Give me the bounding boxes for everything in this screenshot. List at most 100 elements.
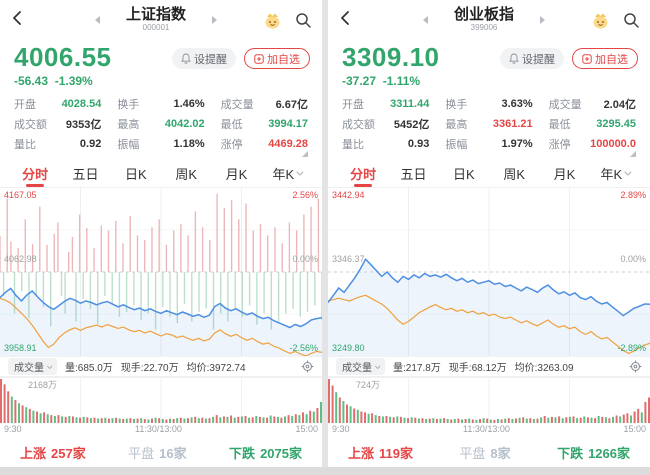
set-alert-button[interactable]: 设提醒 <box>500 48 564 69</box>
volume-max-label: 2168万 <box>28 380 58 390</box>
market-breadth: 上涨 119家 平盘 8家 下跌 1266家 <box>328 437 650 467</box>
price-bar: 3309.10 -37.27 -1.11% 设提醒 加自选 <box>328 40 650 90</box>
chart-pct-high-label: 2.89% <box>620 190 646 200</box>
period-tabs: 分时 五日 日K 周K 月K 年K <box>0 160 322 188</box>
volume-total: 量:685.0万 <box>65 363 113 374</box>
period-tabs: 分时 五日 日K 周K 月K 年K <box>328 160 650 188</box>
next-index-arrow-icon[interactable] <box>212 15 217 24</box>
chart-pct-high-label: 2.56% <box>292 190 318 200</box>
current-lot: 现手:68.12万 <box>448 363 507 374</box>
chart-high-label: 4167.05 <box>4 190 37 200</box>
current-lot: 现手:22.70万 <box>120 363 179 374</box>
panel-shanghai-index: 上证指数 000001 4006.55 -56.43 -1.39% <box>0 0 322 467</box>
intraday-chart[interactable]: 3442.94 2.89% 3346.37 0.00% 3249.80 -2.8… <box>328 188 650 356</box>
tab-daily-k[interactable]: 日K <box>452 167 475 182</box>
stat-cell: 成交量 2.04亿 <box>548 99 636 111</box>
expand-stats-icon[interactable]: ◢ <box>629 149 636 158</box>
tab-minute[interactable]: 分时 <box>338 160 388 187</box>
tab-minute[interactable]: 分时 <box>10 160 60 187</box>
chart-prevclose-label: 3346.37 <box>332 254 365 264</box>
intraday-chart[interactable]: 4167.05 2.56% 4062.98 0.00% 3958.91 -2.5… <box>0 188 322 356</box>
add-square-icon <box>254 53 264 64</box>
avatar-crown-icon[interactable] <box>262 10 283 30</box>
stat-cell: 开盘 3311.44 <box>342 98 430 111</box>
stat-cell: 成交额 9353亿 <box>14 119 102 131</box>
tab-weekly-k[interactable]: 周K <box>503 167 525 182</box>
price-change: -56.43 -1.39% <box>14 74 93 88</box>
tab-monthly-k[interactable]: 月K <box>553 167 576 182</box>
index-code: 000001 <box>142 23 170 33</box>
bell-icon <box>509 53 519 64</box>
axis-open-time: 9:30 <box>4 424 22 434</box>
chart-pct-mid-label: 0.00% <box>292 254 318 264</box>
avatar-crown-icon[interactable] <box>590 10 611 30</box>
intraday-chart-canvas <box>0 188 322 356</box>
tab-5day[interactable]: 五日 <box>400 167 427 182</box>
advancers: 上涨 257家 <box>20 445 86 461</box>
chart-prevclose-label: 4062.98 <box>4 254 37 264</box>
chevron-down-icon <box>374 362 381 369</box>
tab-daily-k[interactable]: 日K <box>124 167 147 182</box>
header: 上证指数 000001 <box>0 0 322 40</box>
back-icon[interactable] <box>338 10 354 26</box>
chart-low-label: 3958.91 <box>4 343 37 353</box>
volume-chart[interactable]: 2168万 <box>0 377 322 423</box>
intraday-chart-canvas <box>328 188 650 356</box>
chevron-down-icon <box>46 362 53 369</box>
header: 创业板指 399006 <box>328 0 650 40</box>
volume-max-label: 724万 <box>356 380 381 390</box>
avg-price: 均价:3263.09 <box>514 363 574 374</box>
volume-chart[interactable]: 724万 <box>328 377 650 423</box>
gear-icon[interactable] <box>629 360 642 373</box>
indicator-selector[interactable]: 成交量 <box>336 358 385 375</box>
stat-cell: 量比 0.93 <box>342 138 430 151</box>
tab-5day[interactable]: 五日 <box>72 167 99 182</box>
tab-monthly-k[interactable]: 月K <box>225 167 248 182</box>
tab-weekly-k[interactable]: 周K <box>175 167 197 182</box>
axis-close-time: 15:00 <box>623 424 646 434</box>
add-watchlist-button[interactable]: 加自选 <box>572 48 638 69</box>
time-axis: 9:30 11:30/13:00 15:00 <box>328 423 650 437</box>
stat-cell: 开盘 4028.54 <box>14 98 102 111</box>
gear-icon[interactable] <box>301 360 314 373</box>
chart-high-label: 3442.94 <box>332 190 365 200</box>
search-icon[interactable] <box>623 12 640 29</box>
add-square-icon <box>582 53 592 64</box>
search-icon[interactable] <box>295 12 312 29</box>
prev-index-arrow-icon[interactable] <box>94 15 100 24</box>
page-title: 上证指数 <box>125 6 186 24</box>
stat-cell: 涨停 100000.0 <box>548 138 636 151</box>
price-change: -37.27 -1.11% <box>342 74 421 88</box>
add-watchlist-button[interactable]: 加自选 <box>244 48 310 69</box>
prev-index-arrow-icon[interactable] <box>422 15 428 24</box>
decliners: 下跌 1266家 <box>557 445 630 461</box>
tab-yearly-k[interactable]: 年K <box>590 160 640 187</box>
volume-total: 量:217.8万 <box>393 363 441 374</box>
bottom-bar <box>0 467 650 475</box>
bell-icon <box>181 53 191 64</box>
indicator-bar: 成交量 量:217.8万 现手:68.12万 均价:3263.09 <box>328 356 650 377</box>
back-icon[interactable] <box>10 10 26 26</box>
current-price: 3309.10 <box>342 42 440 72</box>
stat-cell: 成交量 6.67亿 <box>220 99 308 111</box>
indicator-selector[interactable]: 成交量 <box>8 358 57 375</box>
volume-chart-canvas <box>0 377 322 423</box>
chart-pct-low-label: -2.56% <box>289 343 318 353</box>
stat-cell: 振幅 1.18% <box>117 138 205 151</box>
set-alert-button[interactable]: 设提醒 <box>172 48 236 69</box>
axis-midday-time: 11:30/13:00 <box>463 424 510 434</box>
axis-close-time: 15:00 <box>295 424 318 434</box>
axis-open-time: 9:30 <box>332 424 350 434</box>
stats-grid: 开盘 4028.54 换手 1.46% 成交量 6.67亿 成交额 9353亿 最高 40… <box>0 90 322 160</box>
page-title: 创业板指 <box>453 6 514 24</box>
expand-stats-icon[interactable]: ◢ <box>301 149 308 158</box>
chart-low-label: 3249.80 <box>332 343 365 353</box>
indicator-bar: 成交量 量:685.0万 现手:22.70万 均价:3972.74 <box>0 356 322 377</box>
stat-cell: 量比 0.92 <box>14 138 102 151</box>
market-breadth: 上涨 257家 平盘 16家 下跌 2075家 <box>0 437 322 467</box>
stat-cell: 换手 1.46% <box>117 98 205 111</box>
avg-price: 均价:3972.74 <box>186 363 246 374</box>
panel-chinext-index: 创业板指 399006 3309.10 -37.27 -1.11% <box>328 0 650 467</box>
next-index-arrow-icon[interactable] <box>540 15 545 24</box>
tab-yearly-k[interactable]: 年K <box>262 160 312 187</box>
